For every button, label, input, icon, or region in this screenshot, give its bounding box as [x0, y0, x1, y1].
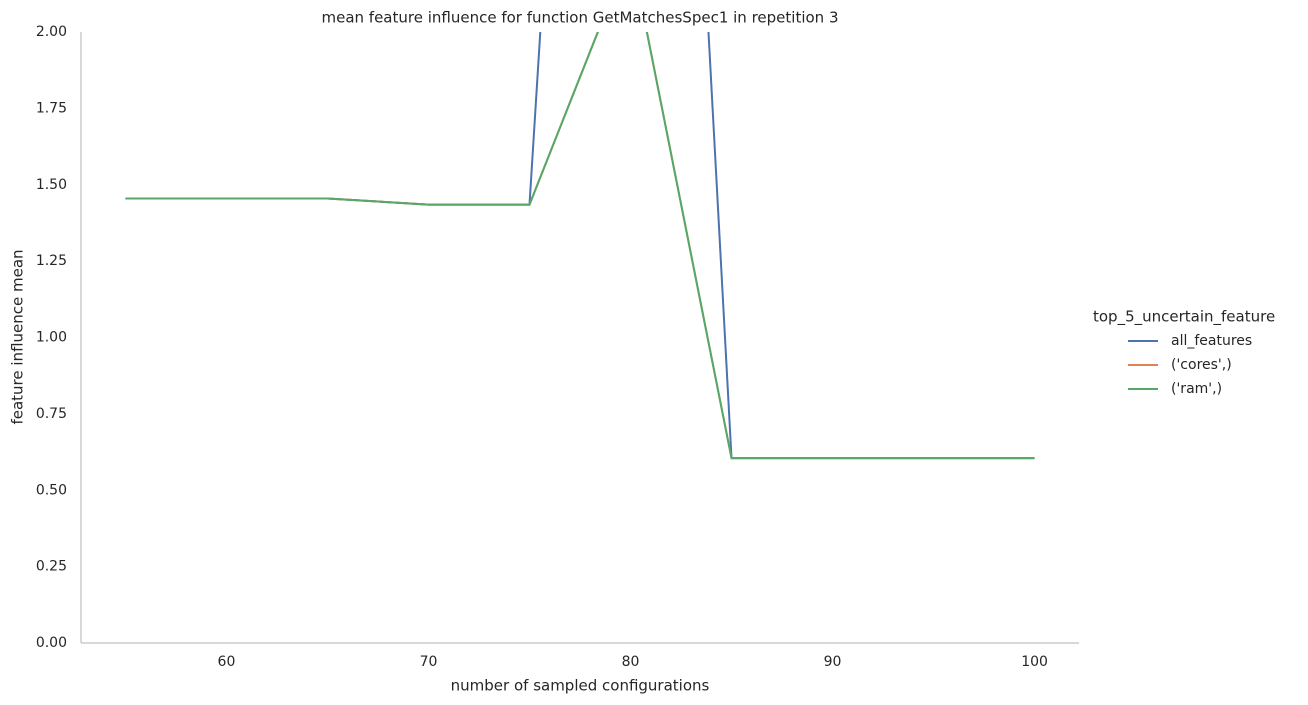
- y-tick-label: 0.75: [36, 406, 67, 422]
- y-tick-label: 0.25: [36, 559, 67, 575]
- y-tick-label: 1.75: [36, 100, 67, 116]
- y-tick-label: 1.25: [36, 253, 67, 269]
- legend-title: top_5_uncertain_feature: [1093, 308, 1275, 327]
- y-tick-label: 0.50: [36, 482, 67, 498]
- x-tick-label: 100: [1021, 654, 1048, 670]
- x-tick-label: 80: [622, 654, 640, 670]
- plot-area: [125, 32, 1035, 460]
- y-tick-label: 0.00: [36, 635, 67, 651]
- legend-label: all_features: [1171, 333, 1252, 349]
- x-tick-label: 70: [420, 654, 438, 670]
- legend-label: ('ram',): [1171, 381, 1222, 397]
- x-tick-label: 60: [218, 654, 236, 670]
- chart-title: mean feature influence for function GetM…: [321, 9, 838, 27]
- x-axis-label: number of sampled configurations: [451, 677, 710, 695]
- series-line: [125, 32, 1035, 460]
- y-tick-label: 2.00: [36, 24, 67, 40]
- y-axis-label: feature influence mean: [9, 249, 27, 424]
- x-tick-label: 90: [824, 654, 842, 670]
- y-tick-label: 1.50: [36, 177, 67, 193]
- series-line: [125, 32, 1035, 460]
- legend-label: ('cores',): [1171, 357, 1232, 373]
- y-tick-label: 1.00: [36, 330, 67, 346]
- series-line: [125, 32, 1035, 460]
